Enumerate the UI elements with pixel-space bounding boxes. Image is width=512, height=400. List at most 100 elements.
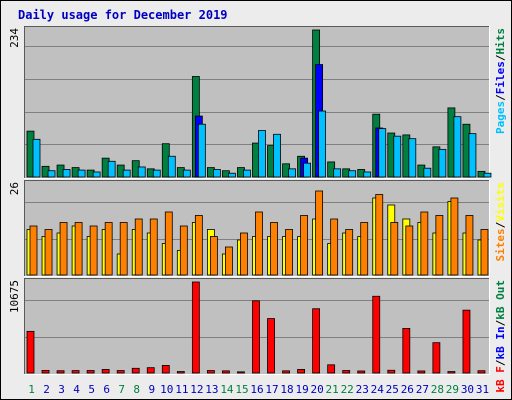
day-label-17: 17 <box>265 383 278 396</box>
bar-pages-day-9 <box>152 169 161 178</box>
day-label-4: 4 <box>73 383 80 396</box>
day-label-7: 7 <box>118 383 125 396</box>
bar-kb-f-day-8 <box>131 367 140 374</box>
bar-pages-day-12 <box>197 123 206 178</box>
bar-pages-day-26 <box>408 138 417 178</box>
bar-sites-day-12 <box>194 215 203 276</box>
bar-sites-day-13 <box>209 236 218 276</box>
bar-kb-f-day-4 <box>71 370 80 374</box>
bar-pages-day-27 <box>423 167 432 178</box>
day-label-2: 2 <box>43 383 50 396</box>
bar-sites-day-10 <box>164 211 173 276</box>
bar-sites-day-27 <box>420 211 429 276</box>
bar-sites-day-21 <box>330 218 339 276</box>
bar-sites-day-31 <box>480 229 489 276</box>
bar-kb-f-day-26 <box>402 328 411 374</box>
legend-item: Files <box>494 61 507 94</box>
bar-pages-day-7 <box>122 169 131 178</box>
bar-pages-day-25 <box>393 135 402 178</box>
day-label-15: 15 <box>235 383 248 396</box>
panel-middle <box>24 180 490 277</box>
legend-item: kB F <box>494 366 507 393</box>
bar-sites-day-4 <box>74 222 83 276</box>
bar-kb-f-day-3 <box>56 370 65 374</box>
bar-pages-day-4 <box>77 169 86 178</box>
bar-pages-day-6 <box>107 160 116 178</box>
bar-pages-day-19 <box>303 162 311 178</box>
bar-sites-day-26 <box>405 225 414 276</box>
panel-max-label: 234 <box>8 28 21 48</box>
panel-max-label: 26 <box>8 182 21 195</box>
day-label-29: 29 <box>446 383 459 396</box>
legend-item: Sites <box>494 228 507 261</box>
bar-pages-day-23 <box>363 171 372 178</box>
day-label-12: 12 <box>190 383 203 396</box>
day-label-14: 14 <box>220 383 234 396</box>
bar-sites-day-14 <box>225 246 233 276</box>
bar-kb-f-day-31 <box>477 370 486 374</box>
bar-kb-f-day-23 <box>357 370 366 374</box>
day-label-3: 3 <box>58 383 65 396</box>
bar-kb-f-day-13 <box>206 370 215 374</box>
bar-sites-day-1 <box>29 225 38 276</box>
legend-item: Pages <box>494 101 507 134</box>
bar-pages-day-1 <box>32 138 41 178</box>
day-label-10: 10 <box>160 383 173 396</box>
day-label-5: 5 <box>88 383 95 396</box>
legend-item: kB Out <box>494 280 507 320</box>
day-label-11: 11 <box>175 383 188 396</box>
day-label-19: 19 <box>295 383 308 396</box>
bar-sites-day-5 <box>89 225 98 276</box>
day-label-9: 9 <box>148 383 155 396</box>
bar-kb-f-day-10 <box>161 364 170 374</box>
bar-kb-f-day-27 <box>417 370 426 374</box>
bar-kb-f-day-29 <box>447 371 456 374</box>
panel-max-label: 10675 <box>8 280 21 313</box>
bar-kb-f-day-2 <box>41 369 50 374</box>
bar-kb-f-day-25 <box>387 369 396 374</box>
legend-middle: Sites/Visits <box>494 182 507 262</box>
day-label-8: 8 <box>133 383 140 396</box>
bar-pages-day-15 <box>243 169 251 178</box>
panel-top <box>24 26 492 179</box>
bar-pages-day-5 <box>92 171 101 178</box>
bar-pages-day-16 <box>258 130 266 178</box>
bar-sites-day-24 <box>375 194 384 276</box>
bar-sites-day-29 <box>450 197 459 276</box>
bar-kb-f-day-22 <box>342 370 351 374</box>
bar-kb-f-day-20 <box>312 308 321 374</box>
bar-kb-f-day-21 <box>327 364 336 374</box>
day-label-13: 13 <box>205 383 218 396</box>
bar-sites-day-22 <box>345 229 354 276</box>
bar-kb-f-day-7 <box>116 370 125 374</box>
legend-item: Hits <box>494 28 507 55</box>
bar-pages-day-24 <box>378 128 387 178</box>
bar-kb-f-day-6 <box>101 369 110 374</box>
day-label-28: 28 <box>431 383 444 396</box>
bar-sites-day-17 <box>270 222 278 276</box>
bar-kb-f-day-1 <box>26 330 35 374</box>
day-label-31: 31 <box>476 383 489 396</box>
bar-pages-day-31 <box>483 172 492 178</box>
bar-pages-day-10 <box>167 155 176 178</box>
legend-item: / <box>494 54 507 61</box>
bar-kb-f-day-12 <box>191 281 200 374</box>
legend-item: Visits <box>494 182 507 222</box>
day-label-18: 18 <box>280 383 293 396</box>
bar-pages-day-22 <box>348 170 357 178</box>
bar-sites-day-15 <box>240 232 248 276</box>
day-label-23: 23 <box>356 383 369 396</box>
bar-sites-day-8 <box>134 218 143 276</box>
bar-sites-day-30 <box>465 215 474 276</box>
bar-sites-day-28 <box>435 215 444 276</box>
day-label-22: 22 <box>341 383 354 396</box>
bar-kb-f-day-14 <box>222 370 230 374</box>
bar-sites-day-2 <box>44 229 53 276</box>
day-label-24: 24 <box>371 383 385 396</box>
day-label-1: 1 <box>28 383 35 396</box>
bar-sites-day-7 <box>119 222 128 276</box>
day-label-20: 20 <box>311 383 324 396</box>
bar-sites-day-20 <box>315 190 324 276</box>
bar-sites-day-18 <box>285 229 293 276</box>
bar-kb-f-day-5 <box>86 370 95 374</box>
